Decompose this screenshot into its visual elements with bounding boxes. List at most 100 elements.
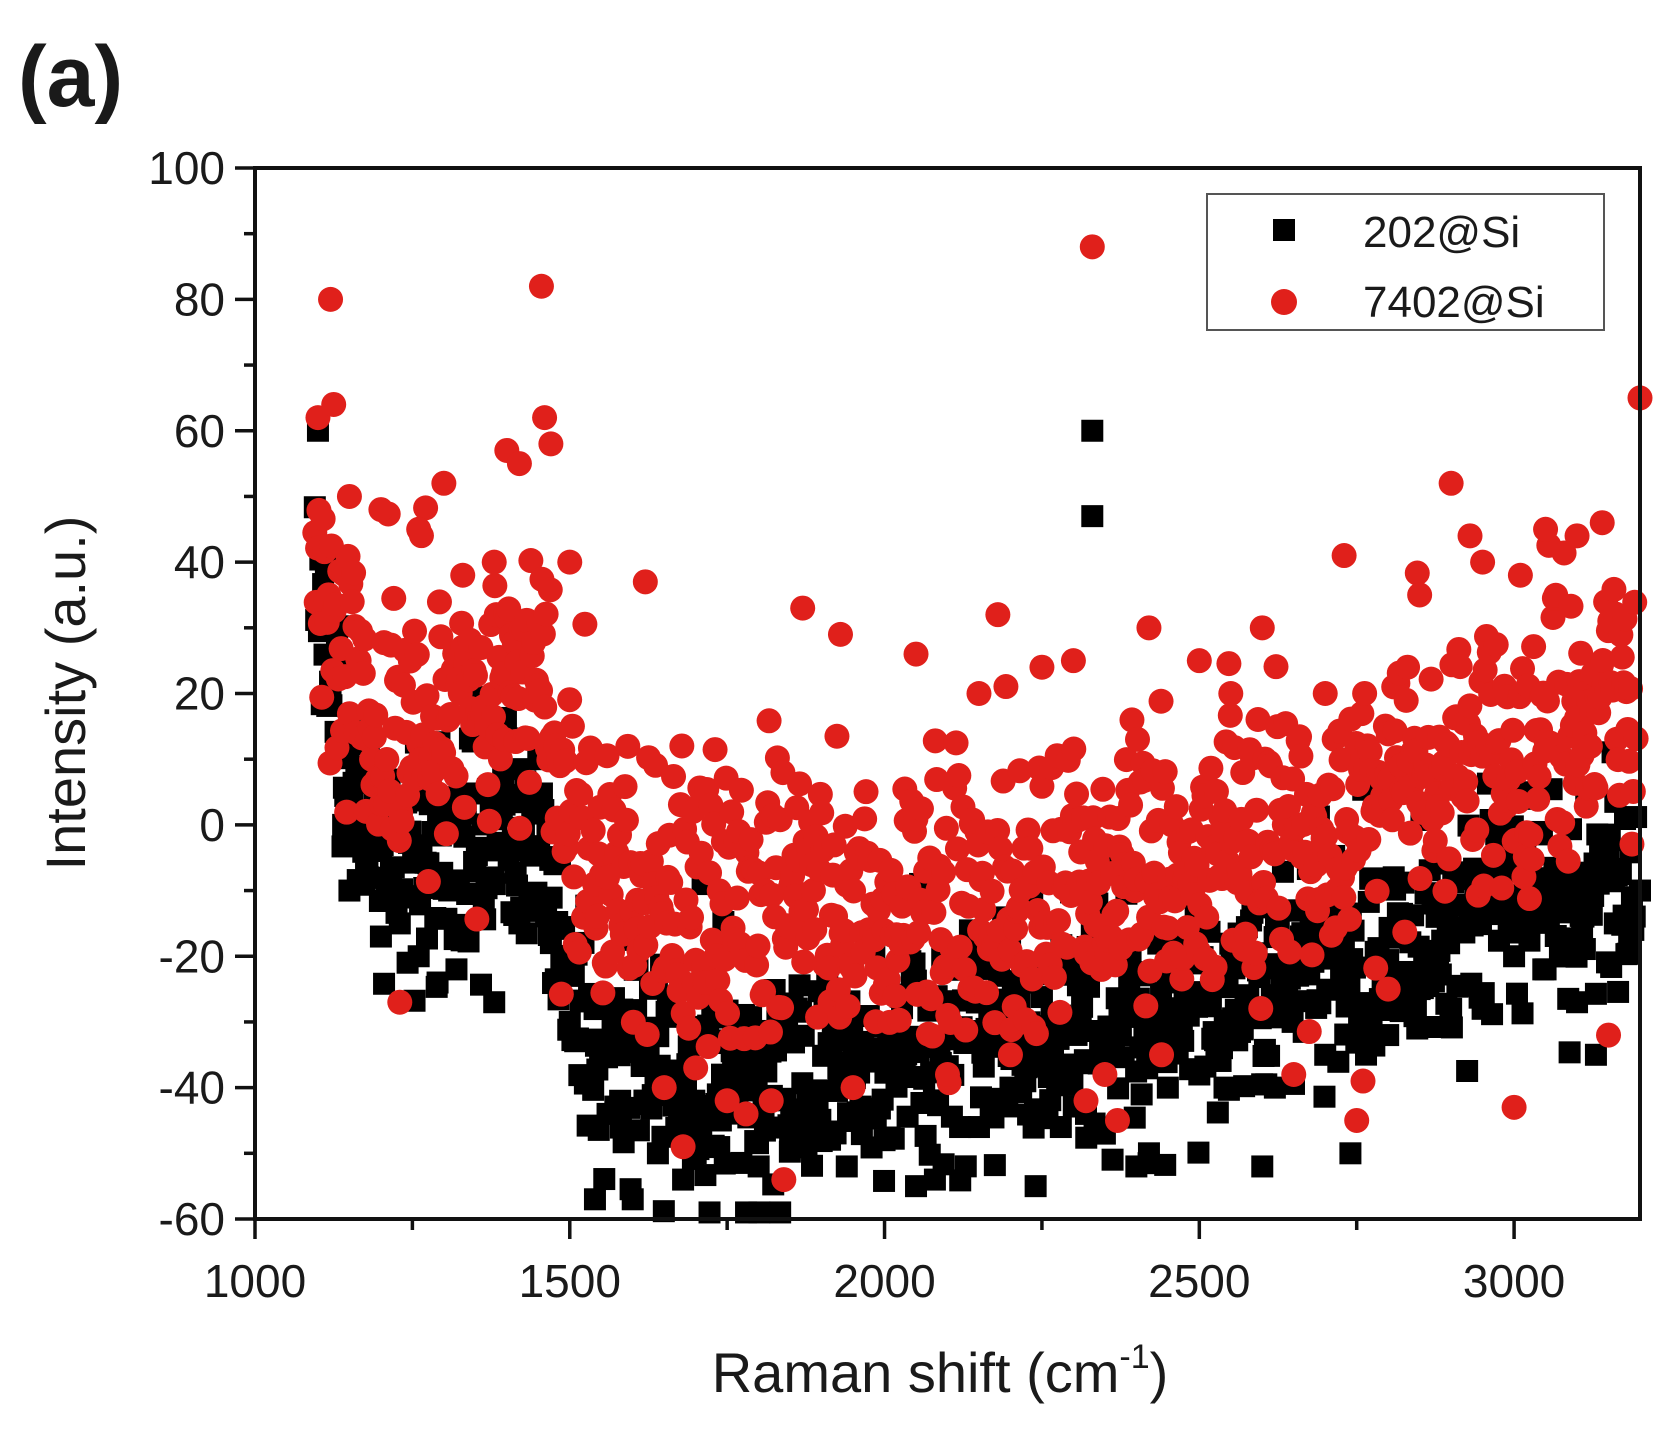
data-point-7402-si — [1418, 666, 1444, 692]
data-point-7402-si — [1242, 940, 1268, 966]
data-point-7402-si — [557, 549, 583, 575]
data-point-7402-si — [476, 808, 502, 834]
data-point-202-si — [1172, 1029, 1195, 1052]
data-point-202-si — [508, 912, 531, 935]
data-point-7402-si — [1124, 726, 1150, 752]
data-point-7402-si — [1397, 820, 1423, 846]
data-point-7402-si — [683, 1055, 709, 1081]
data-point-7402-si — [1526, 764, 1552, 790]
data-point-202-si — [967, 1116, 990, 1139]
data-point-7402-si — [1501, 1094, 1527, 1120]
data-point-7402-si — [1573, 793, 1599, 819]
data-point-7402-si — [1609, 644, 1635, 670]
data-point-7402-si — [584, 903, 610, 929]
data-point-202-si — [1625, 806, 1648, 829]
data-point-7402-si — [842, 963, 868, 989]
data-point-7402-si — [809, 800, 835, 826]
data-point-7402-si — [431, 470, 457, 496]
data-point-202-si — [1456, 1059, 1479, 1082]
data-point-7402-si — [336, 483, 362, 509]
data-point-7402-si — [374, 746, 400, 772]
data-point-202-si — [382, 856, 405, 879]
data-point-7402-si — [1019, 966, 1045, 992]
data-point-202-si — [1313, 1085, 1336, 1108]
data-point-7402-si — [745, 933, 771, 959]
data-point-7402-si — [771, 1167, 797, 1193]
data-point-202-si — [1607, 980, 1630, 1003]
data-point-202-si — [1187, 1141, 1210, 1164]
data-point-7402-si — [1299, 942, 1325, 968]
data-point-7402-si — [1483, 632, 1509, 658]
data-point-7402-si — [506, 451, 532, 477]
data-point-202-si — [954, 1155, 977, 1178]
data-point-7402-si — [1558, 593, 1584, 619]
data-point-7402-si — [758, 1088, 784, 1114]
data-point-202-si — [709, 1109, 732, 1132]
data-point-7402-si — [1454, 788, 1480, 814]
data-point-7402-si — [1344, 1107, 1370, 1133]
data-point-7402-si — [414, 683, 440, 709]
data-point-7402-si — [974, 980, 1000, 1006]
data-point-7402-si — [1218, 681, 1244, 706]
data-point-202-si — [1213, 1076, 1236, 1099]
data-point-7402-si — [450, 562, 476, 588]
data-point-202-si — [1511, 1002, 1534, 1025]
data-point-7402-si — [827, 621, 853, 647]
y-tick-label: 60 — [174, 405, 225, 457]
data-point-7402-si — [840, 1075, 866, 1101]
data-point-7402-si — [321, 391, 347, 417]
data-point-7402-si — [580, 817, 606, 843]
data-point-202-si — [388, 912, 411, 935]
data-point-202-si — [456, 883, 479, 906]
y-tick-label: 0 — [199, 799, 225, 851]
data-point-7402-si — [559, 713, 585, 739]
data-point-202-si — [1598, 829, 1621, 852]
data-point-7402-si — [1436, 846, 1462, 872]
data-point-7402-si — [1061, 736, 1087, 762]
data-point-202-si — [810, 1122, 833, 1145]
data-point-7402-si — [906, 920, 932, 946]
data-point-7402-si — [1169, 966, 1195, 992]
data-point-7402-si — [515, 725, 541, 751]
data-point-202-si — [445, 958, 468, 981]
data-point-202-si — [672, 1168, 695, 1191]
data-point-7402-si — [1238, 844, 1264, 870]
data-point-7402-si — [1480, 842, 1506, 868]
data-point-7402-si — [882, 983, 908, 1009]
data-point-7402-si — [953, 1017, 979, 1043]
data-point-7402-si — [987, 835, 1013, 861]
data-point-202-si — [755, 1060, 778, 1083]
data-point-7402-si — [1438, 470, 1464, 496]
data-point-7402-si — [1432, 878, 1458, 904]
data-point-202-si — [593, 1168, 616, 1191]
data-point-7402-si — [318, 286, 344, 312]
data-point-202-si — [873, 1129, 896, 1152]
data-point-7402-si — [415, 869, 441, 895]
data-point-7402-si — [918, 986, 944, 1012]
data-point-7402-si — [1245, 707, 1271, 733]
data-point-7402-si — [1534, 688, 1560, 714]
data-point-202-si — [1314, 1043, 1337, 1066]
data-point-7402-si — [425, 781, 451, 807]
data-point-202-si — [873, 1169, 896, 1192]
data-point-7402-si — [1060, 648, 1086, 674]
data-point-7402-si — [751, 979, 777, 1005]
data-point-7402-si — [612, 774, 638, 800]
data-point-7402-si — [451, 794, 477, 820]
x-tick-label: 2500 — [1148, 1255, 1250, 1307]
data-point-7402-si — [496, 596, 522, 622]
data-point-202-si — [1101, 1148, 1124, 1171]
data-point-7402-si — [1249, 615, 1275, 641]
data-point-7402-si — [1623, 726, 1649, 752]
data-point-202-si — [558, 1010, 581, 1033]
data-point-7402-si — [462, 662, 488, 688]
data-point-7402-si — [920, 1023, 946, 1049]
data-point-7402-si — [595, 864, 621, 890]
data-point-202-si — [1377, 1024, 1400, 1047]
data-point-202-si — [1258, 1044, 1281, 1067]
data-point-202-si — [338, 879, 361, 902]
data-point-7402-si — [1092, 1061, 1118, 1087]
y-axis-label: Intensity (a.u.) — [34, 516, 97, 871]
data-point-7402-si — [1155, 915, 1181, 941]
data-point-202-si — [1404, 996, 1427, 1019]
